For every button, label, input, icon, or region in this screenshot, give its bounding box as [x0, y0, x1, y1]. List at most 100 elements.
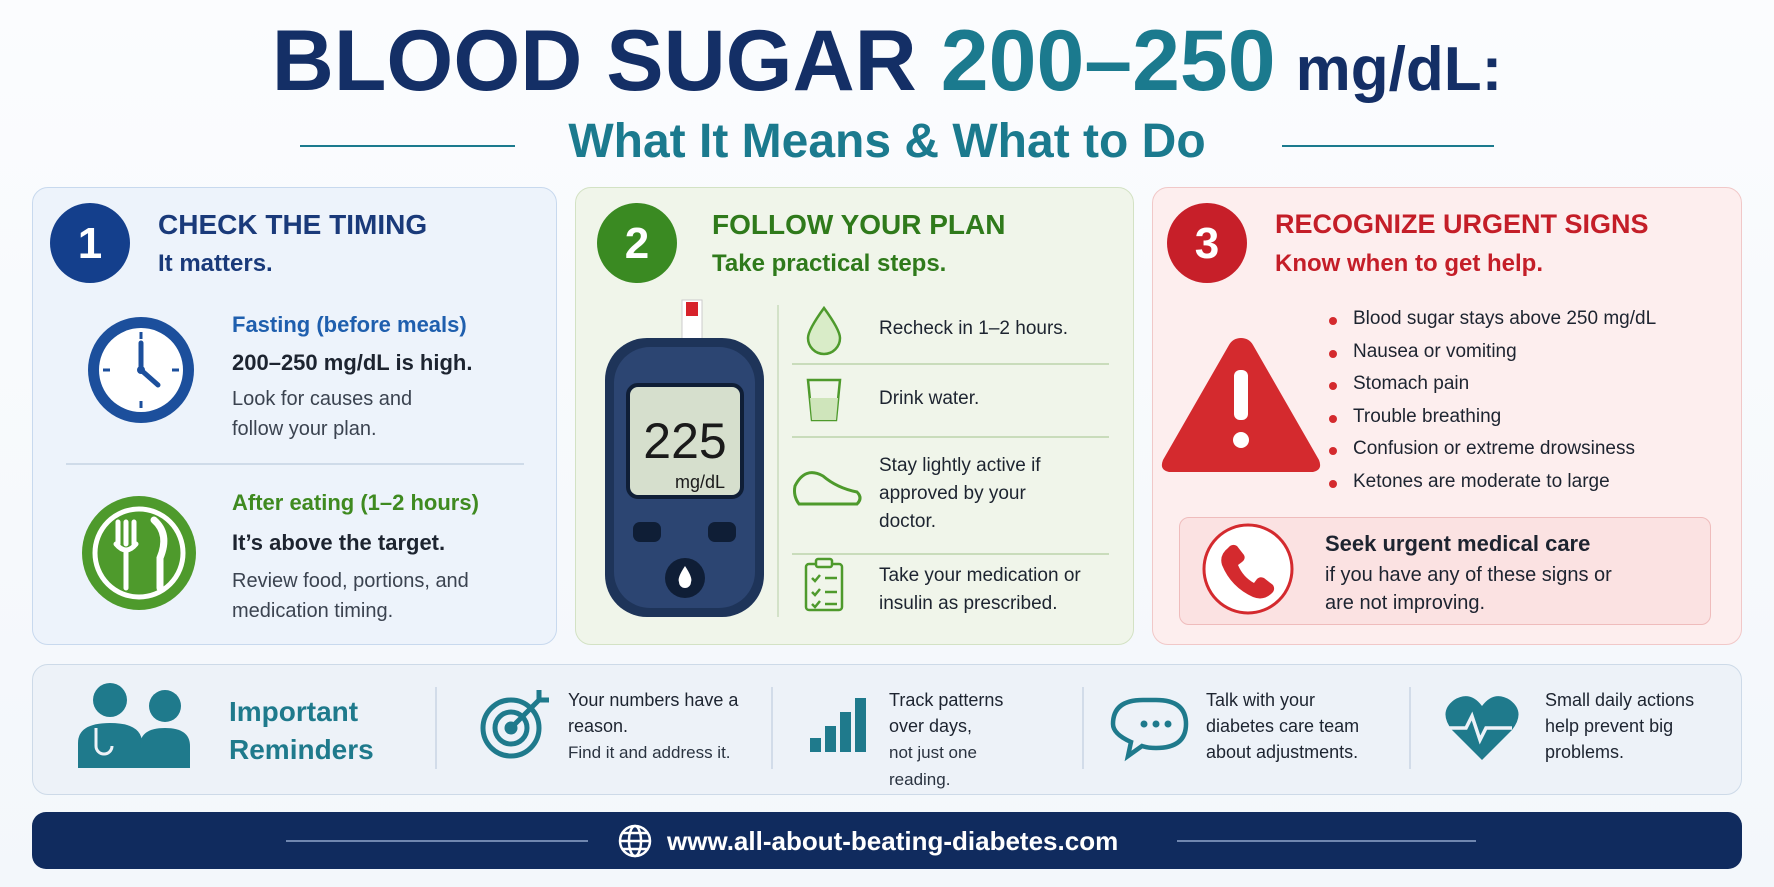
heart-icon	[1445, 696, 1519, 760]
reminders-title: Important Reminders	[229, 696, 374, 765]
icon-part	[1164, 720, 1172, 728]
title-unit: mg/dL:	[1295, 35, 1503, 104]
globe-icon	[618, 824, 652, 858]
badge	[50, 203, 130, 283]
bullet	[1329, 382, 1337, 391]
clock-icon	[88, 317, 194, 423]
panel-title: CHECK THE TIMING	[158, 209, 428, 240]
item-text: Review food, portions, and medication ti…	[232, 570, 469, 622]
step-text: Stay lightly active if approved by your …	[879, 455, 1041, 532]
meter-unit: mg/dL	[675, 472, 725, 492]
badge-number: 3	[1195, 219, 1219, 268]
care-team-icon	[78, 683, 190, 768]
icon-part	[810, 738, 821, 752]
icon-part	[855, 698, 866, 752]
icon-part	[814, 557, 834, 569]
glass-icon	[806, 378, 842, 422]
step-text: Take your medication or insulin as presc…	[879, 565, 1081, 614]
step-text: Drink water.	[879, 388, 980, 409]
sign-text: Nausea or vomiting	[1353, 340, 1517, 362]
icon-part	[825, 726, 836, 752]
item-heading: Fasting (before meals)	[232, 312, 467, 337]
panel-subtitle: It matters.	[158, 250, 273, 277]
icon-part	[1110, 697, 1189, 762]
sign-text: Blood sugar stays above 250 mg/dL	[1353, 308, 1657, 329]
bullet	[1329, 480, 1337, 488]
title: BLOOD SUGAR 200–250 mg/dL:	[0, 12, 1774, 111]
icon-part	[78, 723, 142, 768]
bullet	[1329, 349, 1337, 358]
phone-icon	[1202, 523, 1294, 615]
reminder-text: Track patterns over days,	[889, 690, 1004, 736]
icon-part	[137, 366, 145, 374]
icon-part	[1152, 720, 1160, 728]
icon-part	[1445, 696, 1519, 760]
bullet	[1329, 317, 1337, 325]
bullet	[1329, 414, 1337, 423]
reminder-text: Small daily actions help prevent big pro…	[1545, 690, 1695, 762]
item-heading: After eating (1–2 hours)	[232, 490, 479, 515]
warning-icon	[1161, 338, 1321, 472]
icon-part	[686, 302, 698, 316]
icon-part	[840, 712, 851, 752]
reminder: Track patterns over days, not just one re…	[889, 687, 1029, 793]
reminder: Your numbers have a reason. Find it and a…	[568, 687, 768, 766]
reminder-note: Find it and address it.	[568, 743, 731, 762]
icon-part	[103, 332, 179, 408]
chat-icon	[1110, 697, 1189, 762]
panel-title: FOLLOW YOUR PLAN	[712, 209, 1006, 240]
reminder: Small daily actions help prevent big pro…	[1545, 687, 1725, 765]
meal-icon	[82, 496, 196, 610]
step-text: Recheck in 1–2 hours.	[879, 318, 1069, 339]
sign-text: Trouble breathing	[1353, 405, 1502, 427]
bullet	[1329, 447, 1337, 456]
sign-text: Confusion or extreme drowsiness	[1353, 438, 1635, 460]
icon-part	[92, 506, 186, 600]
icon-part	[1234, 370, 1248, 420]
subtitle: What It Means & What to Do	[568, 115, 1206, 168]
icon-part	[1233, 432, 1249, 448]
panel-subtitle: Know when to get help.	[1275, 250, 1543, 277]
icon-part	[150, 516, 168, 592]
icon-part	[492, 709, 530, 747]
meter-reading: 225	[643, 413, 726, 469]
glucose-meter: 225 mg/dL	[605, 299, 764, 617]
item-text: Look for causes and follow your plan.	[232, 388, 413, 440]
drop-icon	[806, 305, 842, 356]
shoe-icon	[793, 471, 862, 506]
item-highlight: 200–250 mg/dL is high.	[232, 350, 473, 375]
icon-part	[1140, 720, 1148, 728]
badge-number: 2	[625, 219, 649, 268]
badge	[597, 203, 677, 283]
icon-part	[149, 690, 181, 722]
icon-part	[480, 697, 542, 759]
reminder-note: not just one reading.	[889, 743, 977, 789]
badge	[1167, 203, 1247, 283]
callout-title: Seek urgent medical care	[1325, 531, 1591, 556]
item-highlight: It’s above the target.	[232, 530, 446, 555]
title-part: BLOOD SUGAR	[271, 13, 917, 109]
icon-part	[626, 383, 744, 499]
bars-icon	[810, 698, 866, 752]
panel-subtitle: Take practical steps.	[712, 250, 947, 277]
reminder-text: Talk with your diabetes care team about …	[1206, 690, 1360, 762]
icon-part	[94, 728, 114, 756]
title-range: 200–250	[940, 13, 1276, 109]
icon-part	[1448, 711, 1512, 745]
footer-url: www.all-about-beating-diabetes.com	[667, 826, 1119, 856]
icon-part	[678, 566, 692, 588]
callout-text: if you have any of these signs or are no…	[1325, 564, 1612, 614]
icon-part	[708, 522, 736, 542]
icon-part	[1221, 544, 1275, 599]
clipboard-icon	[804, 557, 844, 612]
reminder: Talk with your diabetes care team about …	[1206, 687, 1386, 765]
panel-title: RECOGNIZE URGENT SIGNS	[1275, 209, 1649, 239]
icon-part	[810, 398, 838, 420]
icon-part	[140, 728, 190, 768]
icon-part	[811, 574, 837, 609]
badge-number: 1	[78, 219, 102, 268]
target-icon	[480, 690, 549, 759]
sign-text: Ketones are moderate to large	[1353, 471, 1610, 492]
icon-part	[509, 690, 549, 730]
